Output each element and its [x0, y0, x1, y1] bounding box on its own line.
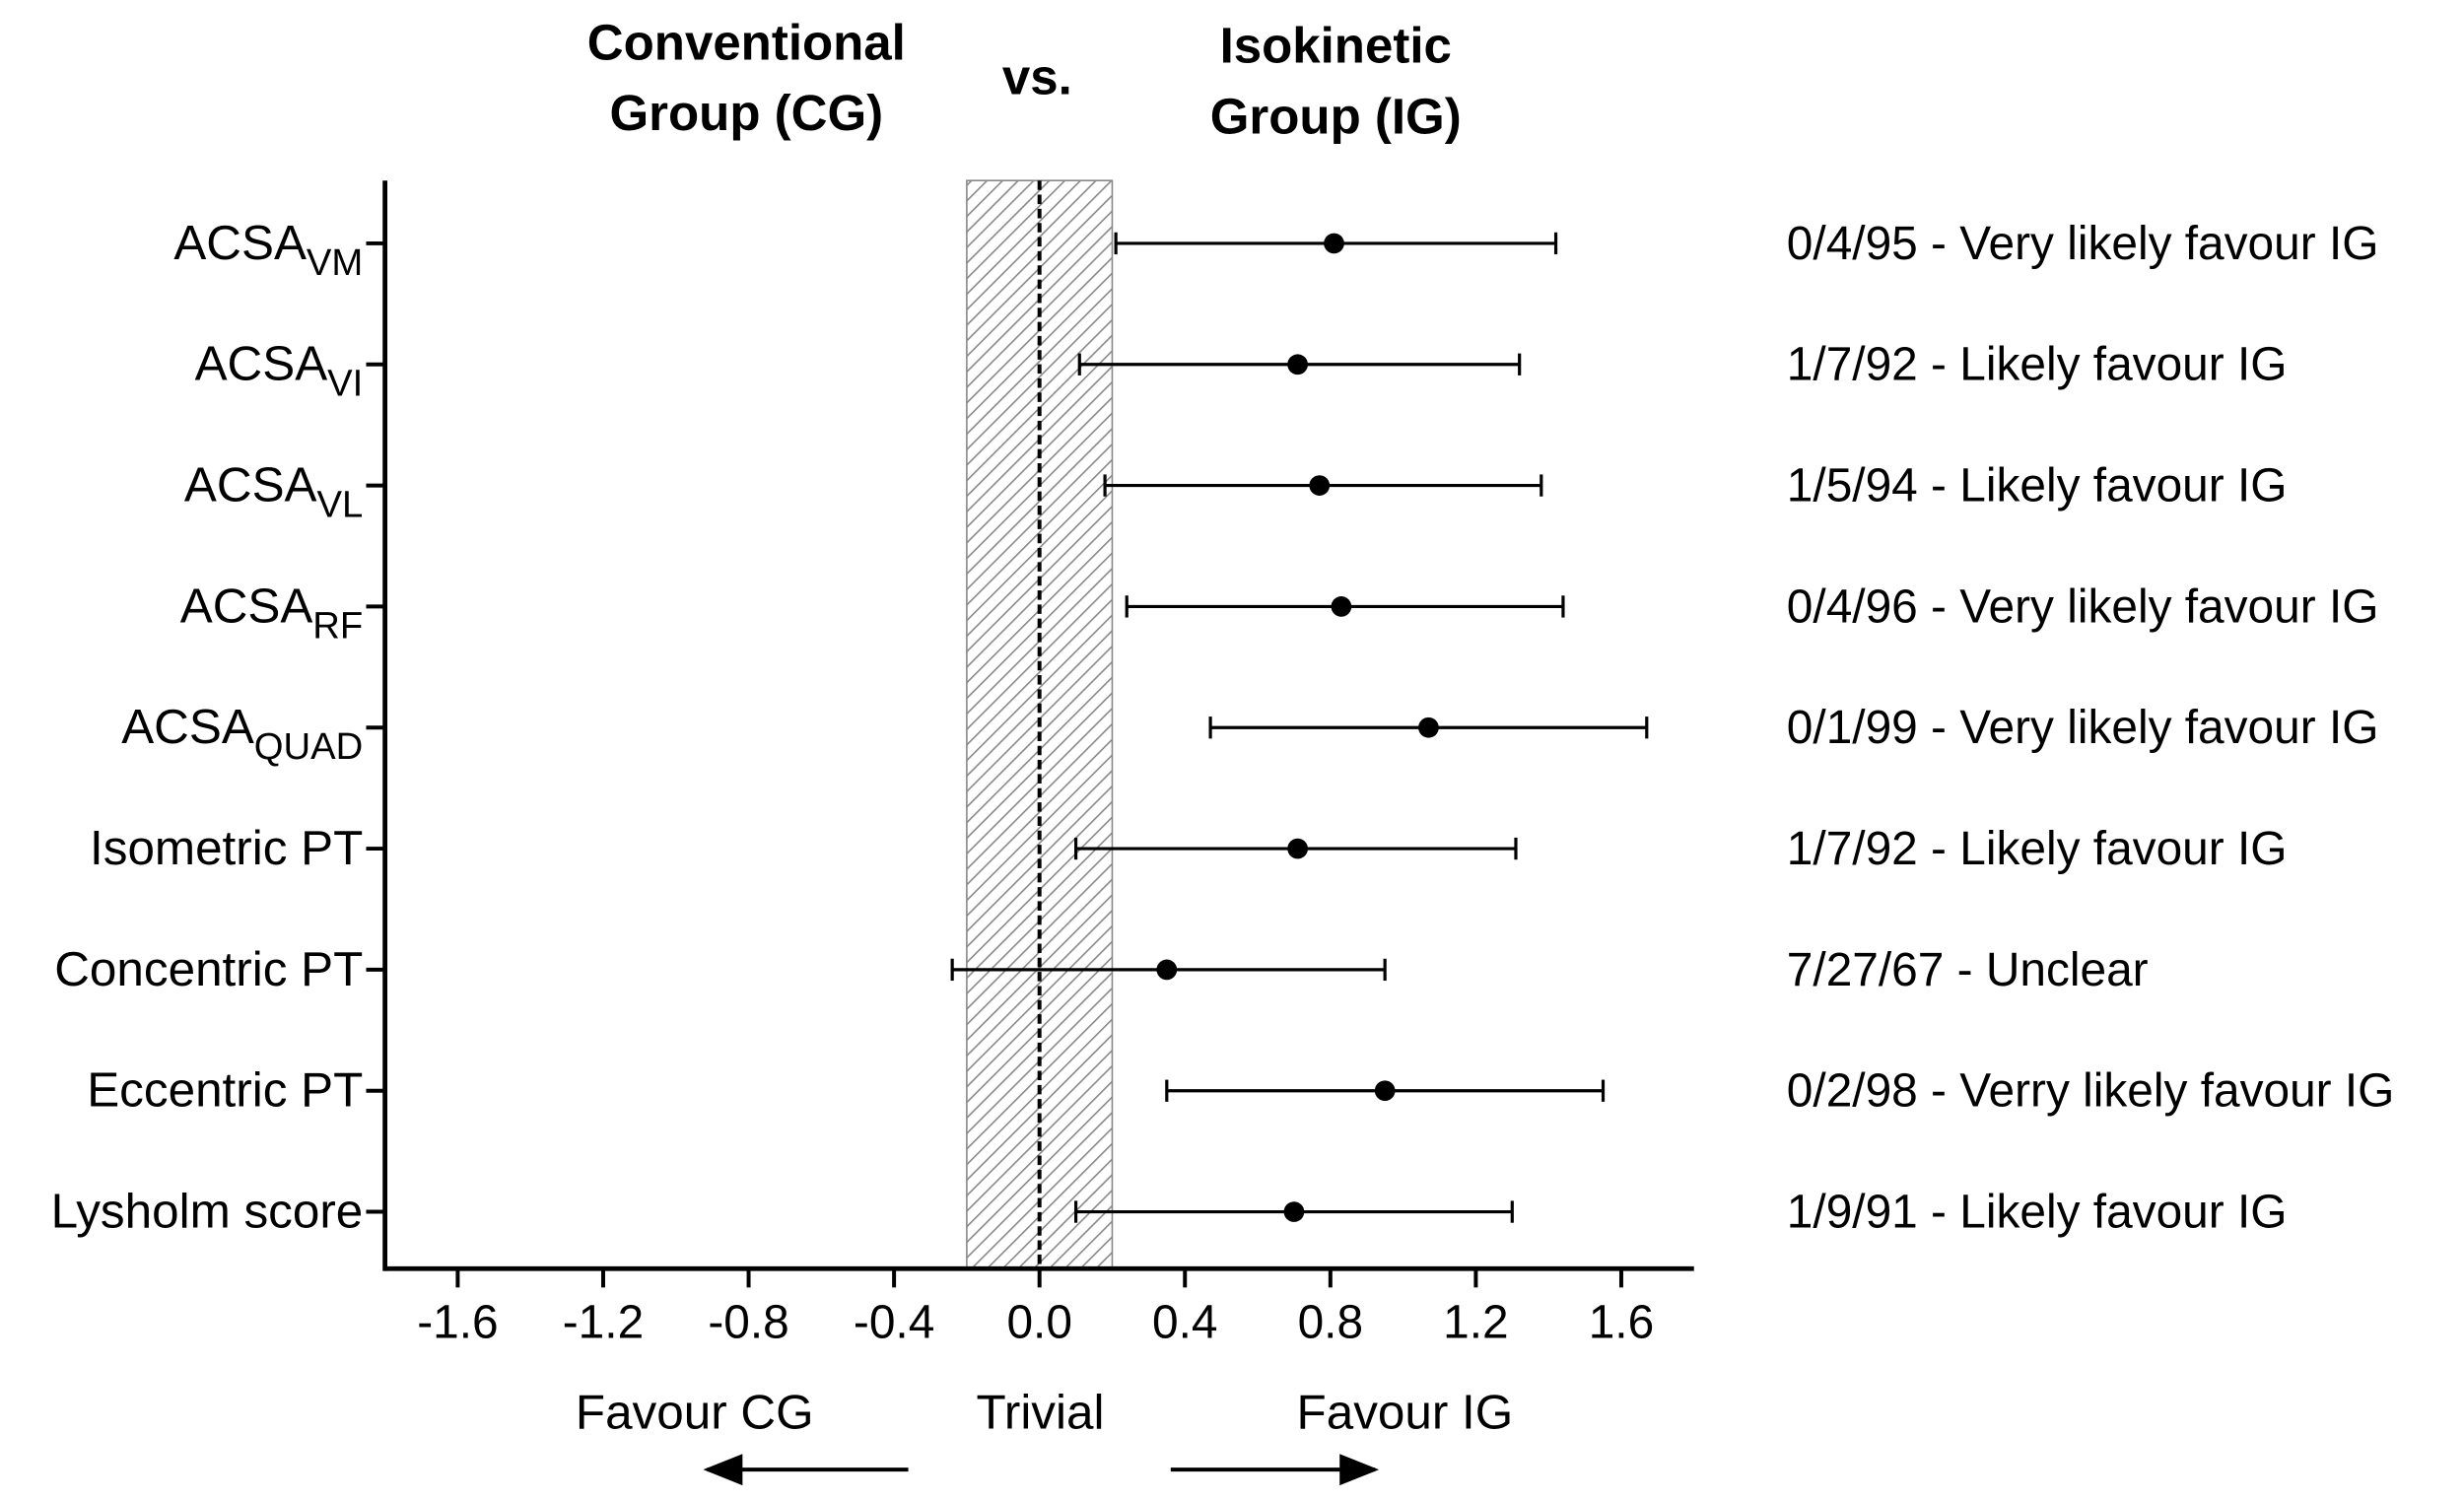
category-label: ACSAVL [184, 458, 363, 526]
point-estimate [1287, 838, 1308, 859]
annotation: 7/27/67 - Unclear [1787, 944, 2149, 996]
header-right: Isokinetic [1220, 18, 1452, 74]
category-label: ACSAVI [195, 337, 364, 405]
category-main: ACSA [121, 700, 254, 754]
category-subscript: VI [327, 363, 363, 405]
category-main: ACSA [184, 458, 317, 512]
x-tick-label: 0.4 [1152, 1296, 1217, 1348]
favour-left: Favour CG [576, 1386, 814, 1440]
annotation: 1/9/91 - Likely favour IG [1787, 1186, 2288, 1238]
header-left: Group (CG) [610, 85, 884, 141]
category-main: Isometric PT [90, 821, 363, 875]
favour-right: Favour IG [1297, 1386, 1514, 1440]
x-tick-label: -0.4 [854, 1296, 934, 1348]
annotation: 0/2/98 - Verry likely favour IG [1787, 1065, 2395, 1118]
category-subscript: QUAD [254, 725, 364, 768]
category-main: Lysholm score [51, 1185, 364, 1239]
category-label: ACSARF [180, 579, 364, 647]
point-estimate [1374, 1080, 1396, 1102]
category-main: Concentric PT [54, 942, 363, 996]
category-main: Eccentric PT [87, 1063, 363, 1118]
category-subscript: VM [307, 241, 363, 284]
x-tick-label: 1.6 [1589, 1296, 1654, 1348]
annotation: 1/5/94 - Likely favour IG [1787, 460, 2288, 512]
annotation: 0/4/96 - Very likely favour IG [1787, 580, 2379, 633]
header-left: Conventional [587, 15, 906, 71]
point-estimate [1287, 354, 1308, 375]
x-tick-label: -1.6 [417, 1296, 498, 1348]
annotation: 1/7/92 - Likely favour IG [1787, 339, 2288, 391]
category-main: ACSA [180, 579, 313, 633]
header-mid: vs. [1002, 49, 1072, 105]
point-estimate [1331, 596, 1352, 617]
x-tick-label: 0.8 [1298, 1296, 1363, 1348]
category-label: Lysholm score [51, 1185, 364, 1239]
category-label: Isometric PT [90, 821, 363, 875]
category-label: Concentric PT [54, 942, 363, 996]
point-estimate [1324, 233, 1344, 254]
point-estimate [1418, 716, 1439, 738]
category-subscript: RF [312, 604, 363, 647]
category-label: Eccentric PT [87, 1063, 363, 1118]
point-estimate [1156, 959, 1178, 981]
header-right: Group (IG) [1210, 88, 1462, 144]
annotation: 1/7/92 - Likely favour IG [1787, 823, 2288, 875]
x-tick-label: 1.2 [1443, 1296, 1508, 1348]
x-tick-label: 0.0 [1006, 1296, 1071, 1348]
category-label: ACSAVM [173, 216, 363, 284]
x-tick-label: -1.2 [563, 1296, 644, 1348]
category-main: ACSA [173, 216, 307, 270]
point-estimate [1309, 475, 1331, 496]
annotation: 0/1/99 - Very likely favour IG [1787, 702, 2379, 754]
category-main: ACSA [195, 337, 328, 391]
trivial-label: Trivial [977, 1386, 1105, 1440]
point-estimate [1283, 1201, 1305, 1222]
annotation: 0/4/95 - Very likely favour IG [1787, 218, 2379, 270]
x-tick-label: -0.8 [708, 1296, 788, 1348]
category-label: ACSAQUAD [121, 700, 363, 768]
category-subscript: VL [317, 483, 364, 525]
